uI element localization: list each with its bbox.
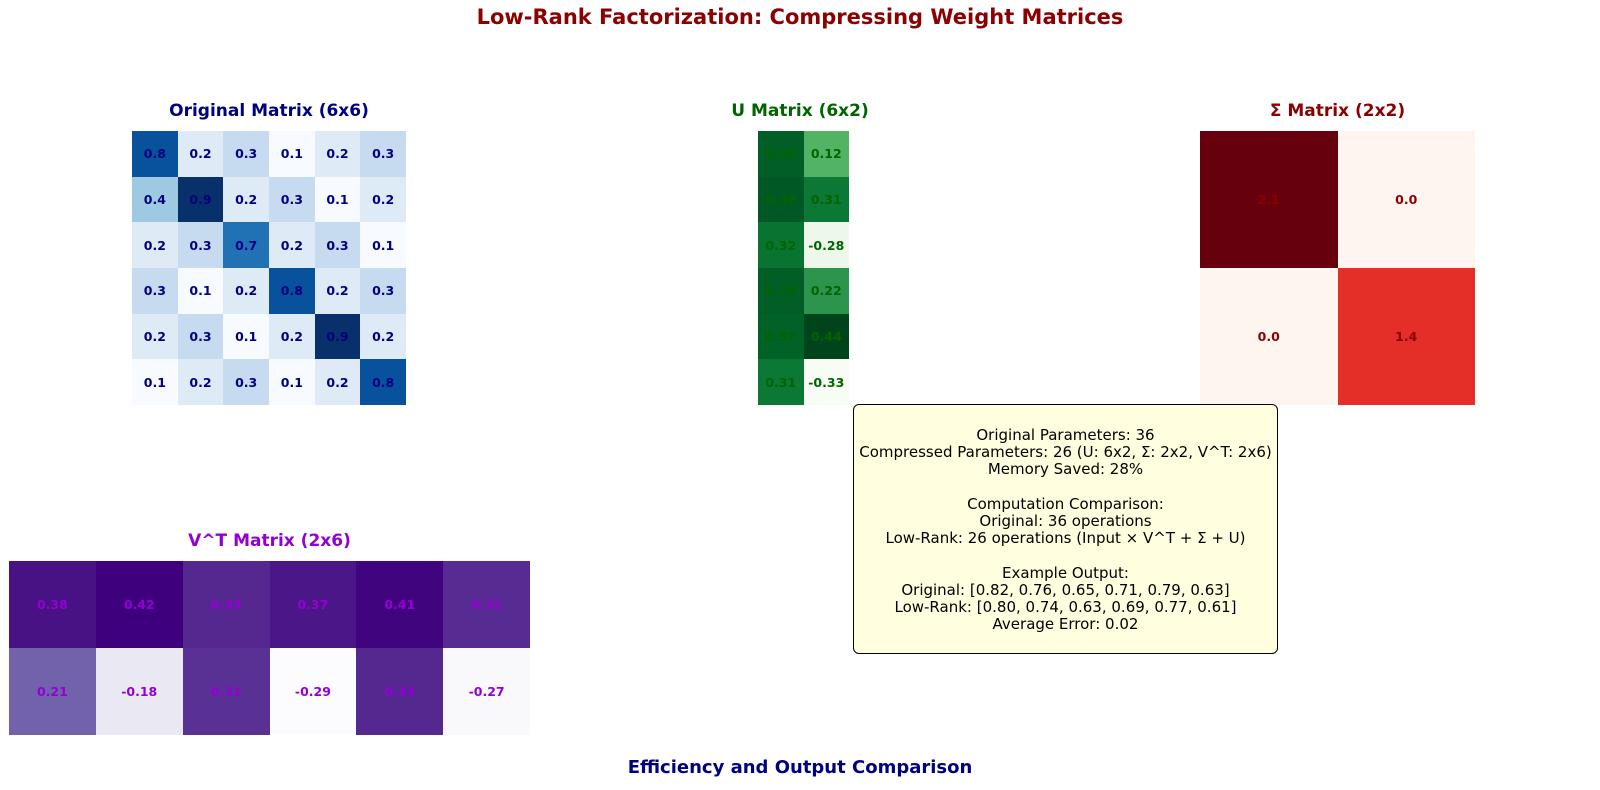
heatmap-cell: 0.3 [269, 176, 315, 223]
heatmap-cell: -0.28 [803, 222, 849, 268]
section-title: Efficiency and Output Comparison [627, 757, 973, 778]
heatmap-cell: 0.2 [360, 313, 406, 360]
heatmap-cell: 0.2 [132, 313, 178, 360]
info-line: Memory Saved: 28% [987, 460, 1144, 479]
heatmap-cell: 0.37 [269, 561, 357, 648]
info-line: Low-Rank: [0.80, 0.74, 0.63, 0.69, 0.77,… [894, 598, 1237, 617]
vt-matrix-heatmap: 0.38 0.42 0.33 0.37 0.41 0.32 0.21 -0.18 0.31 -0.… [9, 561, 530, 735]
u-matrix-heatmap: 0.38 0.12 0.39 0.31 0.32 -0.28 0.38 0.22 0.37 0.4… [758, 131, 849, 405]
heatmap-cell: 0.31 [758, 359, 804, 405]
heatmap-cell: 0.38 [758, 131, 804, 177]
info-line: Example Output: [1001, 563, 1129, 582]
info-line [854, 547, 1277, 564]
heatmap-cell: 0.39 [758, 176, 804, 223]
heatmap-cell: 0.3 [177, 222, 224, 268]
efficiency-summary-box: Original Parameters: 36 Compressed Param… [853, 404, 1278, 654]
heatmap-cell: 0.9 [314, 313, 361, 360]
heatmap-cell: 0.38 [9, 561, 96, 648]
heatmap-cell: 0.2 [269, 313, 315, 360]
heatmap-cell: 0.33 [356, 648, 444, 735]
heatmap-cell: 0.22 [803, 268, 849, 314]
heatmap-cell: -0.27 [443, 648, 530, 735]
heatmap-cell: 0.4 [132, 176, 178, 223]
info-line: Low-Rank: 26 operations (Input × V^T + Σ… [885, 529, 1246, 548]
heatmap-cell: 0.33 [182, 561, 270, 648]
heatmap-cell: 0.9 [177, 176, 224, 223]
heatmap-cell: 0.2 [223, 176, 269, 223]
heatmap-cell: 0.38 [758, 268, 804, 314]
heatmap-cell: 0.32 [443, 561, 530, 648]
heatmap-cell: 1.4 [1337, 268, 1475, 405]
info-line: Average Error: 0.02 [992, 615, 1139, 634]
info-line: Compressed Parameters: 26 (U: 6x2, Σ: 2x… [859, 443, 1272, 462]
info-line [854, 479, 1277, 496]
sigma-matrix-title: Σ Matrix (2x2) [1269, 101, 1406, 121]
heatmap-cell: 0.37 [758, 313, 804, 360]
heatmap-cell: 0.2 [314, 359, 361, 405]
heatmap-cell: 0.3 [223, 359, 269, 405]
heatmap-cell: 0.1 [223, 313, 269, 360]
heatmap-cell: 0.1 [269, 131, 315, 177]
heatmap-cell: 0.1 [314, 176, 361, 223]
heatmap-cell: 2.1 [1200, 131, 1338, 268]
heatmap-cell: 0.3 [360, 268, 406, 314]
heatmap-cell: 0.8 [132, 131, 178, 177]
heatmap-cell: -0.29 [269, 648, 357, 735]
heatmap-cell: 0.2 [360, 176, 406, 223]
heatmap-cell: 0.7 [223, 222, 269, 268]
heatmap-cell: 0.2 [223, 268, 269, 314]
heatmap-cell: 0.2 [177, 359, 224, 405]
heatmap-cell: 0.0 [1200, 268, 1338, 405]
heatmap-cell: 0.3 [314, 222, 361, 268]
heatmap-cell: 0.2 [314, 268, 361, 314]
heatmap-cell: 0.3 [223, 131, 269, 177]
heatmap-cell: 0.32 [758, 222, 804, 268]
heatmap-cell: 0.2 [269, 222, 315, 268]
heatmap-cell: 0.1 [132, 359, 178, 405]
heatmap-cell: -0.18 [95, 648, 183, 735]
heatmap-cell: 0.0 [1337, 131, 1475, 268]
heatmap-cell: -0.33 [803, 359, 849, 405]
heatmap-cell: 0.8 [269, 268, 315, 314]
heatmap-cell: 0.44 [803, 313, 849, 360]
heatmap-cell: 0.8 [360, 359, 406, 405]
heatmap-cell: 0.3 [360, 131, 406, 177]
heatmap-cell: 0.41 [356, 561, 444, 648]
heatmap-cell: 0.21 [9, 648, 96, 735]
heatmap-cell: 0.3 [177, 313, 224, 360]
heatmap-cell: 0.12 [803, 131, 849, 177]
heatmap-cell: 0.2 [132, 222, 178, 268]
info-line: Computation Comparison: [967, 494, 1164, 513]
vt-matrix-title: V^T Matrix (2x6) [188, 531, 351, 551]
heatmap-cell: 0.42 [95, 561, 183, 648]
heatmap-cell: 0.2 [177, 131, 224, 177]
original-matrix-heatmap: 0.8 0.2 0.3 0.1 0.2 0.3 0.4 0.9 0.2 0.3 0.1 0.2 0.2 0… [132, 131, 406, 405]
u-matrix-title: U Matrix (6x2) [731, 101, 869, 121]
heatmap-cell: 0.2 [314, 131, 361, 177]
heatmap-cell: 0.1 [269, 359, 315, 405]
info-line: Original Parameters: 36 [976, 426, 1155, 444]
heatmap-cell: 0.31 [182, 648, 270, 735]
heatmap-cell: 0.3 [132, 268, 178, 314]
info-line: Original: 36 operations [979, 512, 1152, 531]
sigma-matrix-heatmap: 2.1 0.0 0.0 1.4 [1200, 131, 1475, 405]
info-line: Original: [0.82, 0.76, 0.65, 0.71, 0.79,… [901, 580, 1230, 599]
heatmap-cell: 0.1 [360, 222, 406, 268]
heatmap-cell: 0.31 [803, 176, 849, 223]
heatmap-cell: 0.1 [177, 268, 224, 314]
original-matrix-title: Original Matrix (6x6) [169, 101, 369, 121]
chart-title: Low-Rank Factorization: Compressing Weig… [476, 5, 1124, 29]
